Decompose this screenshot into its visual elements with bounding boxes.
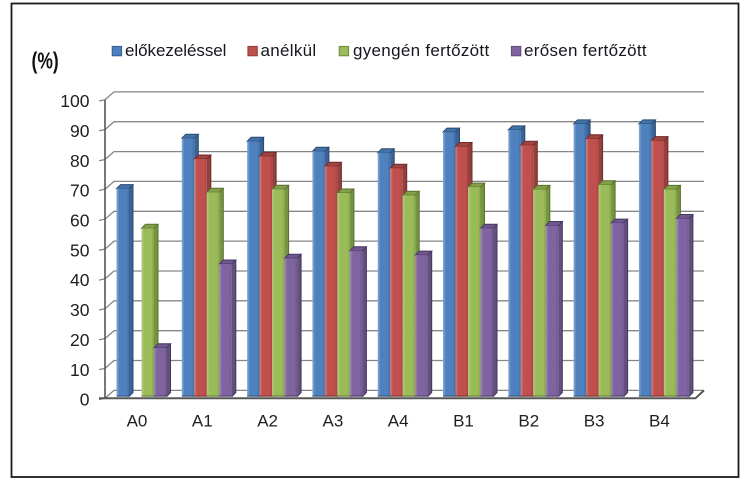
svg-text:A2: A2: [257, 412, 278, 431]
svg-text:20: 20: [70, 330, 90, 350]
svg-text:A4: A4: [388, 412, 409, 431]
svg-text:60: 60: [70, 211, 90, 231]
svg-text:100: 100: [60, 91, 89, 111]
svg-text:B1: B1: [453, 412, 474, 431]
svg-text:40: 40: [70, 270, 90, 290]
svg-text:A3: A3: [323, 412, 344, 431]
svg-text:70: 70: [70, 181, 90, 201]
svg-text:A1: A1: [192, 412, 213, 431]
svg-text:erősen fertőzött: erősen fertőzött: [524, 41, 647, 60]
svg-text:50: 50: [70, 240, 90, 260]
svg-text:B4: B4: [649, 412, 670, 431]
svg-text:anélkül: anélkül: [261, 41, 317, 60]
svg-text:30: 30: [70, 300, 90, 320]
svg-text:gyengén fertőzött: gyengén fertőzött: [353, 41, 489, 60]
svg-text:B2: B2: [518, 412, 539, 431]
svg-text:B3: B3: [584, 412, 605, 431]
svg-text:(%): (%): [32, 49, 59, 74]
svg-text:90: 90: [70, 121, 90, 141]
svg-text:előkezeléssel: előkezeléssel: [125, 41, 226, 60]
svg-text:80: 80: [70, 151, 90, 171]
svg-text:10: 10: [70, 360, 90, 380]
svg-text:0: 0: [80, 390, 90, 410]
svg-text:A0: A0: [127, 412, 148, 431]
